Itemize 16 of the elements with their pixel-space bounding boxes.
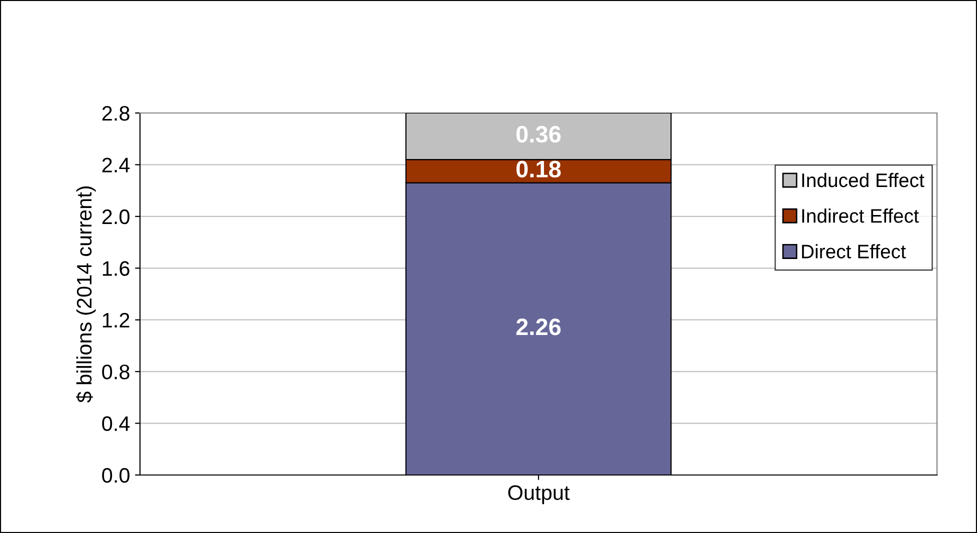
x-tick-label: Output <box>508 485 570 504</box>
legend-label: Indirect Effect <box>802 208 919 223</box>
data-label: 0.36 <box>516 126 561 143</box>
y-tick-label: 2.4 <box>102 158 130 172</box>
y-axis-title: $ billions (2014 current) <box>76 186 96 403</box>
data-label: 2.26 <box>516 318 561 336</box>
y-tick-label: 0.0 <box>102 468 130 483</box>
data-label: 0.18 <box>516 160 561 178</box>
legend-label: Induced Effect <box>802 172 924 188</box>
legend-label: Direct Effect <box>802 244 906 258</box>
y-tick-label: 1.6 <box>102 261 130 276</box>
y-tick-label: 0.4 <box>102 416 130 432</box>
y-tick-label: 1.2 <box>102 312 130 328</box>
y-tick-label: 0.8 <box>102 364 130 380</box>
y-tick-label: 2.8 <box>102 106 130 121</box>
y-tick-label: 2.0 <box>102 209 130 224</box>
